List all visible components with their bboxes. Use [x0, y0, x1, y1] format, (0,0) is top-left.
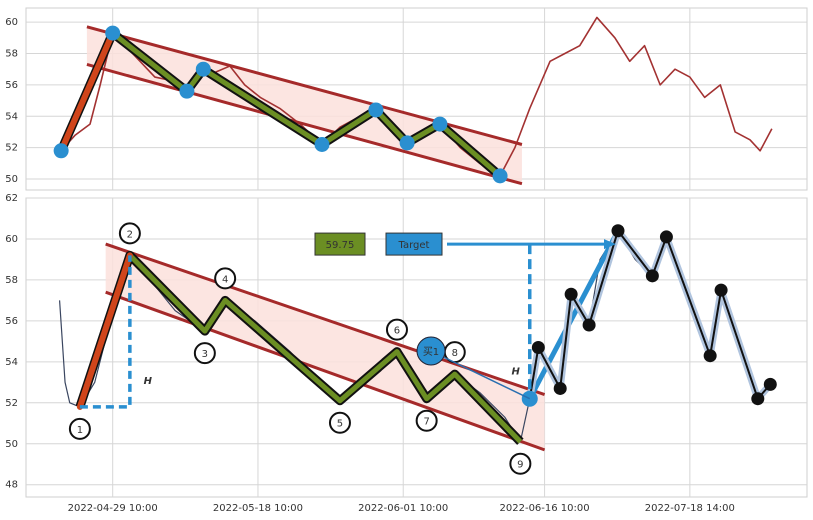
- pivot-badge: [68, 417, 91, 440]
- pivot-marker: [105, 25, 121, 41]
- y-tick-label: 60: [5, 17, 18, 28]
- h-label: H: [512, 367, 521, 378]
- pivot-label: 4: [222, 274, 228, 285]
- buy-label: 买1: [423, 346, 439, 358]
- y-tick-label: 58: [5, 275, 18, 286]
- pivot-badge: [509, 452, 532, 475]
- channel-upper: [105, 242, 546, 397]
- pivot-badge: [415, 409, 438, 432]
- projection-marker: [564, 287, 578, 301]
- pivot-badge: [193, 342, 216, 365]
- channel-band: [105, 244, 545, 450]
- target-value: 59.75: [326, 240, 355, 251]
- projection-marker: [659, 230, 673, 244]
- x-tick-label: 2022-05-18 10:00: [213, 503, 303, 514]
- target-box: [385, 232, 443, 256]
- pivot-marker: [368, 102, 384, 118]
- pivot-label: 8: [452, 348, 458, 359]
- pivot-marker: [492, 168, 508, 184]
- projection-marker: [703, 349, 717, 363]
- projection-marker: [751, 392, 765, 406]
- pivot-label: 9: [517, 460, 523, 471]
- h-label: H: [144, 376, 153, 387]
- channel-lower: [86, 63, 523, 186]
- plot-area: [25, 7, 808, 191]
- target-label: Target: [398, 240, 430, 251]
- pivot-marker: [53, 143, 69, 159]
- projection-marker: [645, 269, 659, 283]
- projection-marker: [553, 381, 567, 395]
- zigzag-first-leg: [58, 30, 116, 154]
- pivot-badge: [328, 411, 351, 434]
- pivot-marker: [399, 135, 415, 151]
- pivot-badge: [214, 267, 237, 290]
- pivot-marker: [179, 83, 195, 99]
- pivot-label: 5: [337, 419, 343, 430]
- y-tick-label: 52: [5, 398, 18, 409]
- y-tick-label: 60: [5, 234, 18, 245]
- projection-marker: [531, 341, 545, 354]
- pivot-label: 6: [394, 326, 400, 337]
- pivot-marker: [314, 137, 330, 152]
- arrow-head: [603, 239, 616, 250]
- y-tick-label: 54: [5, 357, 18, 368]
- projection-marker: [763, 377, 777, 391]
- x-tick-label: 2022-07-18 14:00: [645, 503, 735, 514]
- pivot-label: 7: [423, 417, 429, 428]
- zigzag-first-leg: [76, 252, 133, 410]
- value-box: [314, 232, 366, 256]
- pivot-badge: [118, 222, 141, 245]
- projection-marker: [714, 283, 728, 297]
- pivot-label: 1: [77, 425, 83, 436]
- channel-lower: [105, 290, 546, 452]
- projection-lead: [527, 229, 621, 400]
- projection-marker: [582, 318, 596, 332]
- projection-marker: [611, 224, 625, 238]
- x-tick-label: 2022-06-01 10:00: [358, 503, 448, 514]
- pivot-label: 2: [127, 229, 133, 240]
- y-tick-label: 58: [5, 49, 18, 60]
- x-tick-label: 2022-06-16 10:00: [500, 503, 590, 514]
- projection-line: [528, 229, 772, 400]
- buy-badge: [416, 336, 446, 366]
- y-tick-label: 52: [5, 143, 18, 154]
- y-tick-label: 62: [5, 193, 18, 204]
- y-tick-label: 50: [5, 174, 18, 185]
- y-tick-label: 56: [5, 316, 18, 327]
- pivot-marker: [432, 116, 448, 132]
- pivot-badge: [385, 318, 408, 341]
- y-tick-label: 54: [5, 111, 18, 122]
- y-tick-label: 56: [5, 80, 18, 91]
- pivot-marker: [195, 61, 211, 77]
- channel-upper: [86, 25, 523, 146]
- y-tick-label: 48: [5, 480, 18, 491]
- h-measure: [79, 255, 132, 409]
- x-tick-label: 2022-04-29 10:00: [68, 503, 158, 514]
- pivot-label: 3: [202, 349, 208, 360]
- y-tick-label: 50: [5, 439, 18, 450]
- zigzag: [77, 252, 523, 444]
- buy-pointer: [430, 350, 531, 400]
